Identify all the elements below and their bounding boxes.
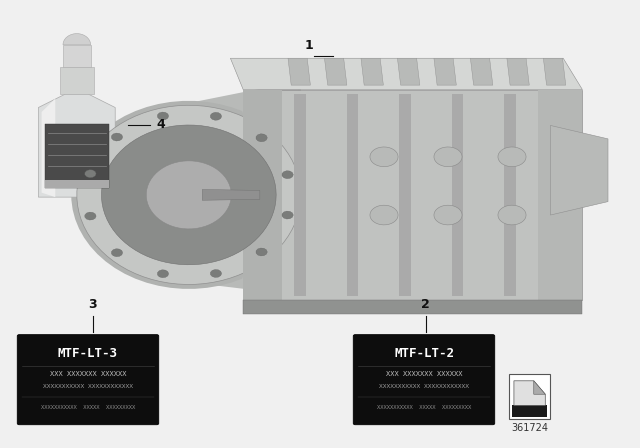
Polygon shape — [243, 90, 282, 300]
Polygon shape — [399, 94, 411, 296]
Polygon shape — [512, 405, 547, 417]
Polygon shape — [498, 147, 526, 167]
Polygon shape — [370, 205, 398, 225]
Polygon shape — [509, 374, 550, 419]
Text: XXXXXXXXXXX  XXXXX  XXXXXXXXX: XXXXXXXXXXX XXXXX XXXXXXXXX — [377, 405, 471, 410]
Polygon shape — [111, 133, 123, 141]
Polygon shape — [60, 67, 93, 94]
Polygon shape — [157, 112, 169, 120]
Polygon shape — [534, 381, 545, 394]
Polygon shape — [42, 99, 55, 197]
Text: 2: 2 — [421, 298, 430, 311]
Polygon shape — [189, 81, 301, 296]
Polygon shape — [550, 125, 608, 215]
Polygon shape — [514, 381, 545, 405]
Text: MTF-LT-2: MTF-LT-2 — [394, 347, 454, 360]
Polygon shape — [282, 171, 293, 179]
Polygon shape — [63, 45, 91, 67]
Polygon shape — [294, 94, 306, 296]
Text: XXXXXXXXXXX XXXXXXXXXXXX: XXXXXXXXXXX XXXXXXXXXXXX — [379, 384, 469, 389]
Text: XXXXXXXXXXX  XXXXX  XXXXXXXXX: XXXXXXXXXXX XXXXX XXXXXXXXX — [41, 405, 135, 410]
Polygon shape — [434, 58, 456, 85]
Polygon shape — [470, 58, 493, 85]
Polygon shape — [243, 300, 582, 314]
Polygon shape — [538, 90, 582, 300]
Polygon shape — [45, 180, 109, 188]
Text: 4: 4 — [157, 118, 166, 131]
Polygon shape — [211, 270, 221, 277]
Polygon shape — [324, 58, 347, 85]
Polygon shape — [63, 34, 91, 45]
Polygon shape — [77, 105, 301, 284]
Text: XXX XXXXXXX XXXXXX: XXX XXXXXXX XXXXXX — [50, 371, 126, 377]
Polygon shape — [282, 211, 293, 219]
Text: 3: 3 — [88, 298, 97, 311]
Polygon shape — [288, 58, 310, 85]
Polygon shape — [38, 94, 115, 197]
Polygon shape — [256, 248, 268, 256]
Text: XXXXXXXXXXX XXXXXXXXXXXX: XXXXXXXXXXX XXXXXXXXXXXX — [43, 384, 133, 389]
Text: XXX XXXXXXX XXXXXX: XXX XXXXXXX XXXXXX — [386, 371, 462, 377]
Polygon shape — [85, 212, 96, 220]
Polygon shape — [543, 58, 566, 85]
Text: 361724: 361724 — [511, 423, 548, 433]
Polygon shape — [507, 58, 529, 85]
Polygon shape — [230, 58, 582, 90]
Polygon shape — [147, 161, 232, 229]
Polygon shape — [504, 94, 516, 296]
Polygon shape — [452, 94, 463, 296]
Polygon shape — [243, 90, 582, 300]
Polygon shape — [397, 58, 420, 85]
Text: MTF-LT-3: MTF-LT-3 — [58, 347, 118, 360]
Polygon shape — [45, 124, 109, 188]
Polygon shape — [102, 125, 276, 265]
Polygon shape — [72, 81, 301, 296]
Text: 1: 1 — [305, 39, 314, 52]
Polygon shape — [256, 134, 268, 142]
Polygon shape — [434, 205, 462, 225]
Polygon shape — [157, 270, 169, 278]
Polygon shape — [202, 190, 260, 200]
Polygon shape — [434, 147, 462, 167]
Polygon shape — [347, 94, 358, 296]
Polygon shape — [361, 58, 383, 85]
FancyBboxPatch shape — [17, 335, 159, 425]
Polygon shape — [498, 205, 526, 225]
FancyBboxPatch shape — [353, 335, 495, 425]
Polygon shape — [111, 249, 123, 257]
Polygon shape — [85, 170, 96, 178]
Polygon shape — [370, 147, 398, 167]
Polygon shape — [211, 112, 221, 120]
